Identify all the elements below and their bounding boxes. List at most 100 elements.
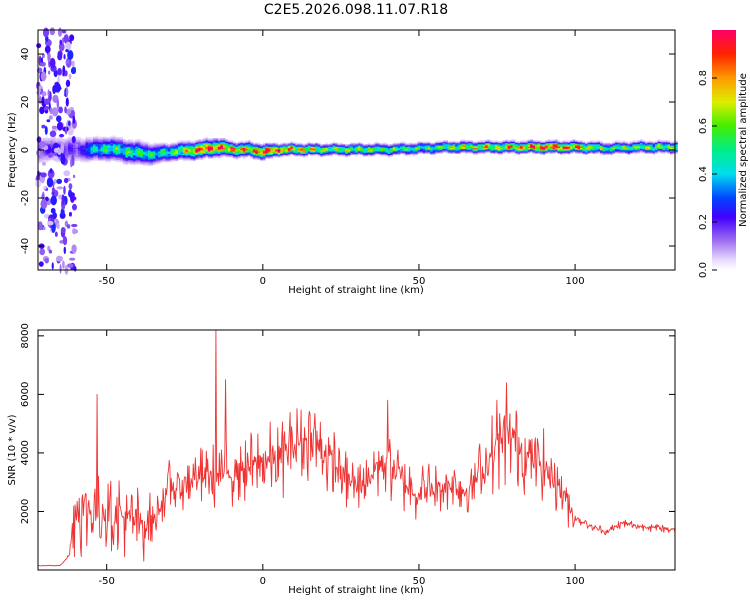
spectrogram-cell	[645, 144, 648, 146]
spectrogram-cell	[82, 142, 86, 145]
spectrogram-cell	[142, 153, 146, 156]
spectrogram-cell	[500, 145, 503, 147]
spectrogram-cell	[627, 147, 631, 150]
spectrogram-cell	[520, 140, 523, 142]
spectrogram-cell	[255, 156, 259, 158]
spectrogram-noise-blob	[64, 106, 67, 114]
spectrogram-cell	[507, 142, 511, 145]
spectrogram-cell	[265, 142, 269, 145]
spectrogram-noise-blob	[57, 67, 63, 76]
spectrogram-cell	[625, 151, 628, 153]
spectrogram-cell	[135, 139, 139, 141]
spectrogram-cell	[232, 154, 236, 157]
spectrogram-cell	[420, 148, 423, 151]
spectrogram-cell	[65, 145, 69, 147]
spectrogram-cell	[130, 141, 134, 144]
spectrogram-cell	[572, 145, 576, 147]
spectrogram-cell	[417, 148, 421, 151]
spectrogram-noise-blob	[56, 186, 64, 190]
spectrogram-cell	[110, 136, 114, 139]
spectrogram-cell	[610, 144, 613, 146]
spectrogram-cell	[242, 157, 246, 159]
spectrogram-cell	[237, 145, 241, 147]
spectrogram-cell	[602, 146, 606, 148]
spectrogram-noise-blob	[68, 73, 72, 80]
spectrogram-cell	[575, 148, 578, 151]
spectrogram-cell	[245, 142, 249, 145]
spectrogram-cell	[232, 141, 236, 144]
spectrogram-cell	[445, 144, 448, 146]
spectrogram-cell	[135, 157, 139, 159]
spectrogram-cell	[597, 145, 601, 147]
spectrogram-cell	[152, 152, 156, 154]
spectrogram-cell	[257, 154, 261, 157]
spectrogram-cell	[187, 152, 191, 154]
spectrogram-cell	[435, 142, 438, 145]
spectrogram-cell	[655, 144, 658, 146]
spectrogram-cell	[195, 145, 199, 147]
spectrogram-cell	[170, 160, 174, 163]
spectrogram-cell	[580, 148, 583, 151]
spectrogram-cell	[45, 139, 49, 141]
spectrogram-cell	[215, 154, 219, 157]
spectrogram-cell	[137, 146, 141, 148]
spectrogram-cell	[267, 152, 271, 154]
spectrogram-cell	[80, 148, 84, 151]
spectrogram-cell	[70, 148, 74, 151]
spectrogram-cell	[192, 144, 196, 146]
spectrogram-cell	[222, 146, 226, 148]
spectrogram-cell	[592, 152, 596, 154]
spectrogram-cell	[187, 159, 191, 162]
spectrogram-cell	[615, 148, 618, 151]
spectrogram-cell	[632, 140, 636, 142]
spectrogram-cell	[72, 151, 76, 153]
spectrogram-noise-blob	[72, 228, 77, 235]
spectrogram-cell	[282, 144, 286, 146]
spectrogram-cell	[597, 152, 601, 154]
spectrogram-cell	[542, 145, 546, 147]
spectrogram-cell	[167, 154, 171, 157]
spectrogram-cell	[317, 150, 321, 152]
spectrogram-cell	[255, 144, 259, 146]
spectrogram-cell	[380, 152, 384, 154]
spectrogram-cell	[70, 151, 74, 153]
spectrogram-cell	[445, 146, 448, 148]
spectrogram-cell	[125, 148, 129, 151]
spectrogram-cell	[215, 147, 219, 150]
spectrogram-cell	[65, 151, 69, 153]
spectrogram-cell	[217, 138, 221, 140]
spectrogram-cell	[392, 152, 396, 154]
spectrogram-cell	[210, 157, 214, 159]
spectrogram-cell	[177, 152, 181, 154]
spectrogram-cell	[590, 150, 593, 152]
spectrogram-cell	[575, 142, 578, 145]
spectrogram-noise-blob	[64, 126, 68, 135]
spectrogram-cell	[180, 141, 184, 144]
spectrogram-cell	[72, 153, 76, 156]
spectrogram-cell	[175, 159, 179, 162]
spectrogram-cell	[307, 141, 311, 144]
spectrogram-cell	[572, 139, 576, 141]
spectrogram-cell	[465, 140, 468, 142]
spectrogram-cell	[585, 147, 588, 150]
spectrogram-cell	[205, 146, 209, 148]
spectrogram-cell	[157, 158, 161, 160]
spectrogram-cell	[185, 152, 189, 154]
spectrogram-cell	[590, 141, 593, 144]
spectrogram-cell	[602, 150, 606, 152]
spectrogram-cell	[437, 152, 441, 154]
spectrogram-cell	[120, 159, 124, 162]
spectrogram-cell	[137, 145, 141, 147]
spectrogram-cell	[375, 148, 379, 151]
spectrogram-cell	[175, 148, 179, 151]
spectrogram-cell	[600, 152, 603, 154]
spectrogram-cell	[175, 156, 179, 158]
spectrogram-cell	[182, 141, 186, 144]
spectrogram-cell	[377, 153, 381, 156]
spectrogram-cell	[130, 144, 134, 146]
spectrogram-cell	[47, 158, 51, 160]
spectrogram-cell	[552, 152, 556, 154]
spectrogram-cell	[522, 142, 526, 145]
spectrogram-cell	[592, 151, 596, 153]
spectrogram-cell	[207, 154, 211, 157]
